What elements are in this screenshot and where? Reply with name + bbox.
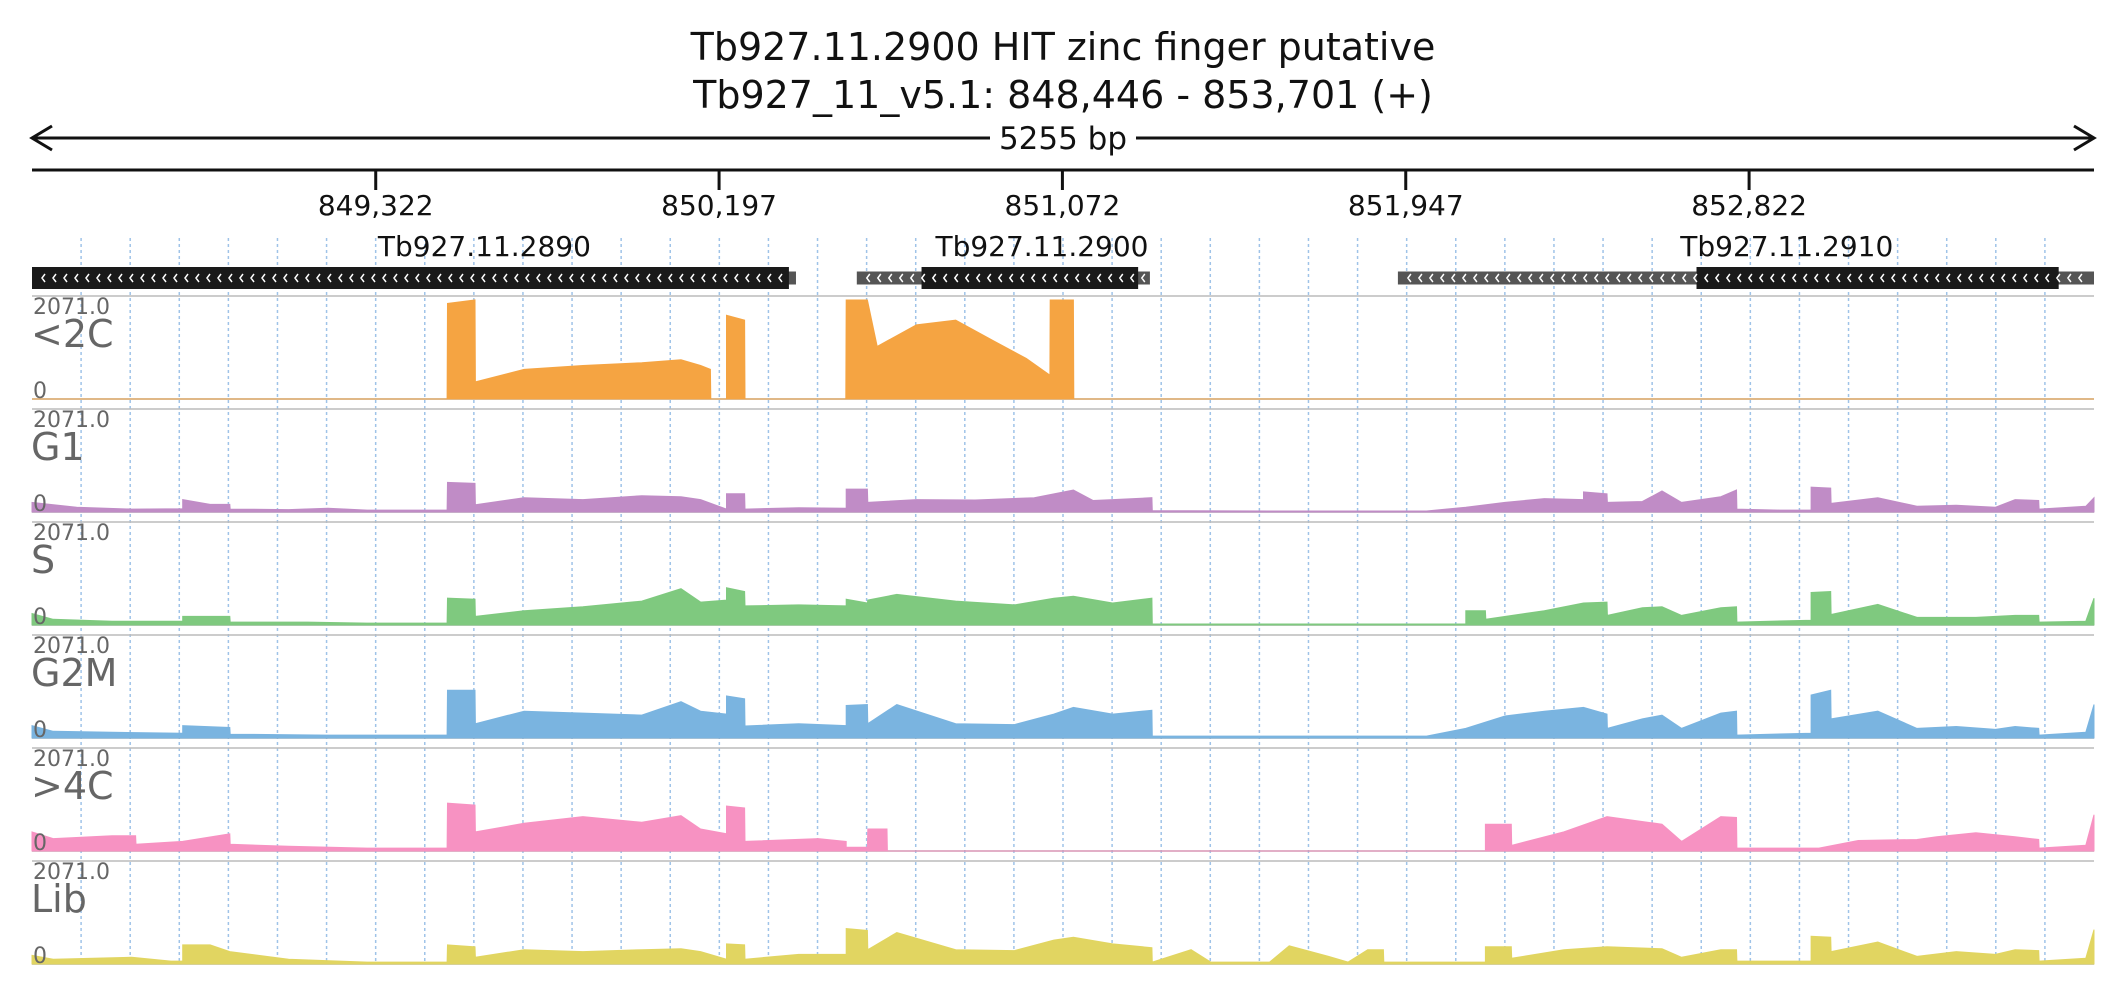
title-line-2: Tb927_11_v5.1: 848,446 - 853,701 (+) [692,73,1433,117]
track-max-label: 2071.0 [33,860,110,885]
track-name: Lib [31,877,87,921]
tick-label: 852,822 [1691,189,1807,222]
gene-model: Tb927.11.2890 [32,230,796,289]
coverage-area [31,802,2095,852]
gene-cds [32,267,789,289]
strand-arrows [865,273,1146,283]
track-1: 2071.0<2C 0 [31,295,2094,404]
title-line-1: Tb927.11.2900 HIT zinc finger putative [690,25,1436,69]
track-min-label: 0 [33,492,47,517]
tick-label: 850,197 [661,189,777,222]
track-min-label: 0 [33,944,47,969]
span-length-label: 5255 bp [999,121,1127,157]
gene-track: Tb927.11.2890 Tb927.11.2900 Tb927.11.2910 [32,230,2094,289]
track-max-label: 2071.0 [33,634,110,659]
gene-label: Tb927.11.2910 [1679,230,1893,263]
coverage-area [31,587,2095,626]
axis-ticks: 849,322 850,197 851,072 851,947 852,822 [318,170,1807,222]
span-arrow-left-head [29,124,53,152]
track-5: 2071.0>4C 0 [31,747,2095,856]
coverage-area [31,928,2095,965]
gene-cds [921,267,1139,289]
track-name: S [31,538,55,582]
figure-title: Tb927.11.2900 HIT zinc finger putative T… [690,25,1436,117]
track-max-label: 2071.0 [33,747,110,772]
track-name: <2C [31,312,114,356]
tick-label: 851,947 [1348,189,1464,222]
coordinate-axis: 849,322 850,197 851,072 851,947 852,822 [32,168,2094,222]
gene-label: Tb927.11.2900 [934,230,1148,263]
track-min-label: 0 [33,379,47,404]
span-indicator: 5255 bp [29,121,2097,157]
coverage-area [31,481,2095,513]
gene-cds [1696,267,2059,289]
track-name: >4C [31,764,114,808]
track-2: 2071.0G1 0 [31,408,2095,517]
track-min-label: 0 [33,831,47,856]
track-max-label: 2071.0 [33,295,110,320]
gene-label: Tb927.11.2890 [377,230,591,263]
track-name: G1 [31,425,85,469]
strand-arrows [1406,273,2083,283]
track-3: 2071.0S 0 [31,521,2095,630]
tick-label: 849,322 [318,189,434,222]
track-min-label: 0 [33,605,47,630]
coverage-area [32,299,2094,400]
gene-model: Tb927.11.2900 [856,230,1150,289]
span-arrow-right-head [2073,124,2097,152]
tick-label: 851,072 [1005,189,1121,222]
strand-arrows [41,273,783,283]
coverage-area [31,689,2095,739]
track-max-label: 2071.0 [33,521,110,546]
gene-model: Tb927.11.2910 [1397,230,2094,289]
track-min-label: 0 [33,718,47,743]
track-max-label: 2071.0 [33,408,110,433]
track-name: G2M [31,651,117,695]
coverage-tracks: 2071.0<2C02071.0G102071.0S02071.0G2M0207… [31,295,2095,969]
